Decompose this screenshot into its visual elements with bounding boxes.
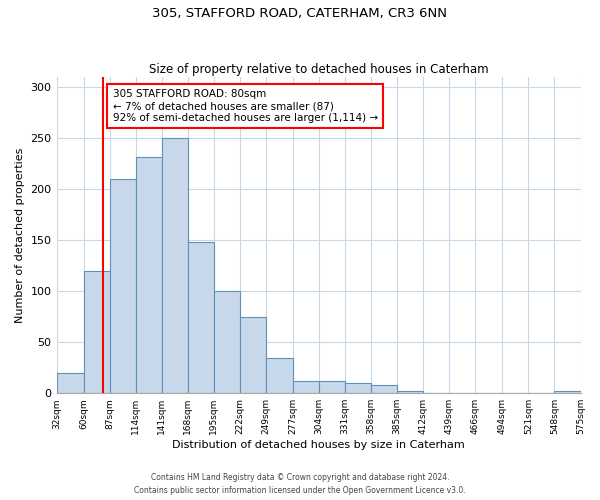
Bar <box>162 138 188 393</box>
Bar <box>266 358 293 393</box>
Bar <box>371 385 397 393</box>
Bar <box>188 242 214 393</box>
Bar <box>319 381 345 393</box>
X-axis label: Distribution of detached houses by size in Caterham: Distribution of detached houses by size … <box>172 440 465 450</box>
Text: 305 STAFFORD ROAD: 80sqm
← 7% of detached houses are smaller (87)
92% of semi-de: 305 STAFFORD ROAD: 80sqm ← 7% of detache… <box>113 90 377 122</box>
Bar <box>397 391 423 393</box>
Y-axis label: Number of detached properties: Number of detached properties <box>15 148 25 323</box>
Bar <box>554 391 581 393</box>
Bar <box>83 271 110 393</box>
Bar <box>345 383 371 393</box>
Text: Contains HM Land Registry data © Crown copyright and database right 2024.
Contai: Contains HM Land Registry data © Crown c… <box>134 474 466 495</box>
Title: Size of property relative to detached houses in Caterham: Size of property relative to detached ho… <box>149 63 488 76</box>
Bar <box>136 156 162 393</box>
Bar <box>56 373 83 393</box>
Bar <box>110 179 136 393</box>
Bar <box>214 292 240 393</box>
Bar <box>293 381 319 393</box>
Bar <box>240 316 266 393</box>
Text: 305, STAFFORD ROAD, CATERHAM, CR3 6NN: 305, STAFFORD ROAD, CATERHAM, CR3 6NN <box>152 8 448 20</box>
